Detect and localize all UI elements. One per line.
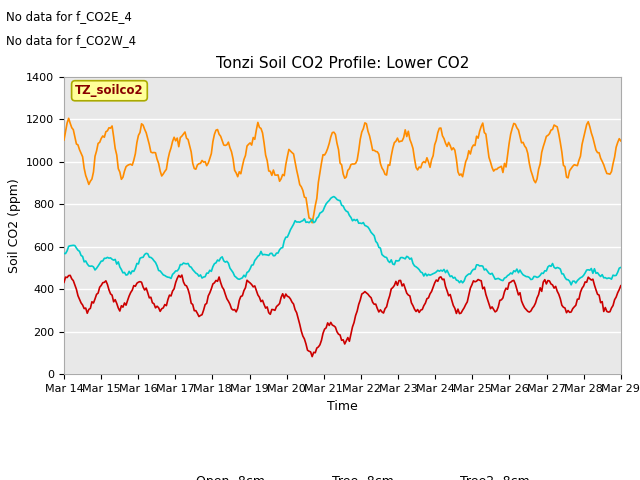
Text: TZ_soilco2: TZ_soilco2 — [75, 84, 144, 97]
Y-axis label: Soil CO2 (ppm): Soil CO2 (ppm) — [8, 178, 20, 273]
Legend: Open -8cm, Tree -8cm, Tree2 -8cm: Open -8cm, Tree -8cm, Tree2 -8cm — [150, 470, 534, 480]
Text: No data for f_CO2E_4: No data for f_CO2E_4 — [6, 10, 132, 23]
X-axis label: Time: Time — [327, 400, 358, 413]
Title: Tonzi Soil CO2 Profile: Lower CO2: Tonzi Soil CO2 Profile: Lower CO2 — [216, 57, 469, 72]
Text: No data for f_CO2W_4: No data for f_CO2W_4 — [6, 34, 136, 47]
